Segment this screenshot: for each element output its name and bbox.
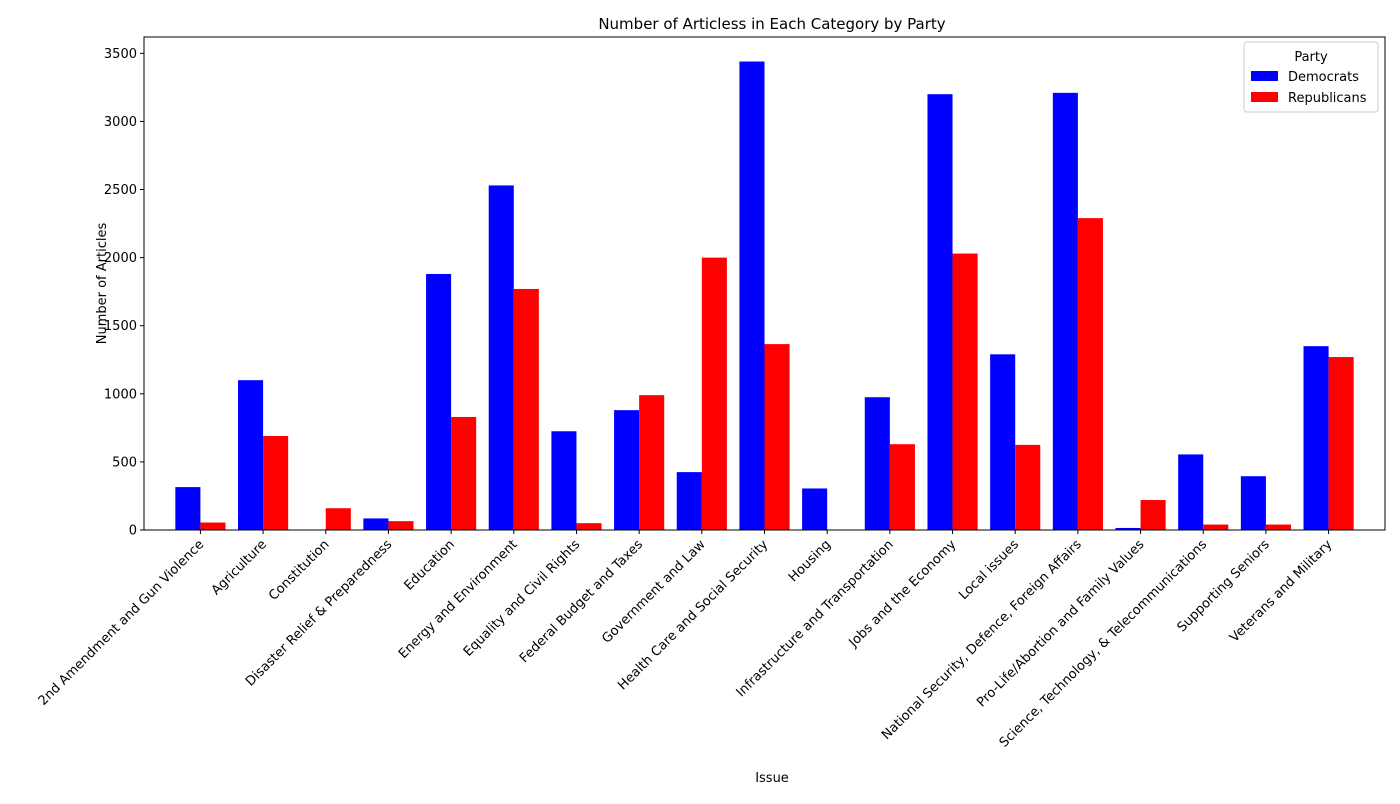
bar-democrats-3 (363, 518, 389, 530)
legend-swatch-republicans (1251, 92, 1278, 102)
bar-republicans-14 (1077, 218, 1103, 530)
bar-republicans-16 (1203, 524, 1229, 530)
legend: Party Democrats Republicans (1243, 41, 1379, 113)
x-tick-label-6: Equality and Civil Rights (461, 537, 584, 660)
bar-democrats-18 (1303, 346, 1329, 530)
bar-republicans-12 (952, 253, 978, 531)
legend-swatch-democrats (1251, 71, 1278, 81)
bar-democrats-6 (551, 431, 577, 530)
y-tick-label-6: 3000 (104, 115, 137, 130)
bar-republicans-17 (1265, 524, 1291, 530)
bar-republicans-15 (1140, 500, 1166, 530)
bar-democrats-10 (802, 488, 828, 530)
bar-democrats-16 (1178, 454, 1204, 530)
x-tick-label-7: Federal Budget and Taxes (517, 537, 646, 666)
bars-group (175, 61, 1354, 531)
y-tick-label-5: 2500 (104, 183, 137, 198)
bar-democrats-17 (1240, 476, 1266, 530)
y-tick-label-0: 0 (129, 524, 137, 539)
legend-label-democrats: Democrats (1288, 70, 1359, 85)
bar-republicans-7 (639, 395, 665, 530)
y-axis-label: Number of Articles (95, 223, 110, 345)
bar-republicans-0 (200, 522, 226, 530)
x-tick-label-13: Local issues (956, 537, 1022, 603)
bar-democrats-11 (864, 397, 890, 530)
x-tick-label-0: 2nd Amendment and Gun Violence (36, 537, 207, 708)
legend-title: Party (1294, 50, 1328, 65)
x-tick-label-8: Government and Law (599, 537, 709, 647)
bar-democrats-7 (614, 410, 640, 530)
bar-democrats-0 (175, 487, 201, 530)
bar-democrats-8 (676, 472, 702, 530)
plot-frame (143, 36, 1386, 531)
x-tick-label-10: Housing (786, 537, 834, 585)
bar-republicans-11 (889, 444, 915, 530)
bar-democrats-14 (1052, 92, 1078, 530)
y-tick-label-4: 2000 (104, 251, 137, 266)
x-axis-label: Issue (755, 771, 789, 786)
y-tick-label-7: 3500 (104, 47, 137, 62)
bar-democrats-9 (739, 61, 765, 530)
x-tick-label-2: Constitution (266, 537, 332, 603)
y-axis: 0 500 1000 1500 2000 2500 3000 3500 (104, 47, 144, 539)
bar-republicans-1 (263, 436, 289, 530)
legend-label-republicans: Republicans (1288, 91, 1367, 106)
bar-democrats-4 (426, 273, 452, 530)
bar-republicans-13 (1015, 444, 1041, 530)
x-tick-label-12: Jobs and the Economy (846, 537, 960, 651)
y-tick-label-2: 1000 (104, 387, 137, 402)
bar-republicans-4 (451, 416, 477, 530)
x-tick-label-1: Agriculture (209, 537, 270, 598)
x-tick-label-5: Energy and Environment (396, 537, 521, 662)
bar-republicans-6 (576, 523, 602, 530)
bar-republicans-2 (325, 508, 351, 530)
bar-democrats-13 (990, 354, 1016, 530)
bar-republicans-5 (513, 288, 539, 530)
x-axis: 2nd Amendment and Gun Violence Agricultur… (36, 530, 1336, 751)
bar-democrats-15 (1115, 527, 1141, 530)
bar-republicans-3 (388, 521, 414, 530)
bar-democrats-1 (238, 380, 264, 530)
chart-title: Number of Articless in Each Category by … (598, 15, 945, 33)
y-tick-label-1: 500 (112, 455, 137, 470)
x-tick-label-4: Education (402, 537, 458, 593)
bar-republicans-9 (764, 344, 790, 530)
x-tick-label-18: Veterans and Military (1227, 537, 1336, 646)
y-tick-label-3: 1500 (104, 319, 137, 334)
x-tick-label-16: Science, Technology, & Telecommunication… (997, 537, 1210, 750)
bar-republicans-18 (1328, 357, 1354, 530)
bar-republicans-8 (701, 257, 727, 530)
bar-democrats-5 (488, 185, 514, 530)
bar-democrats-12 (927, 94, 953, 530)
